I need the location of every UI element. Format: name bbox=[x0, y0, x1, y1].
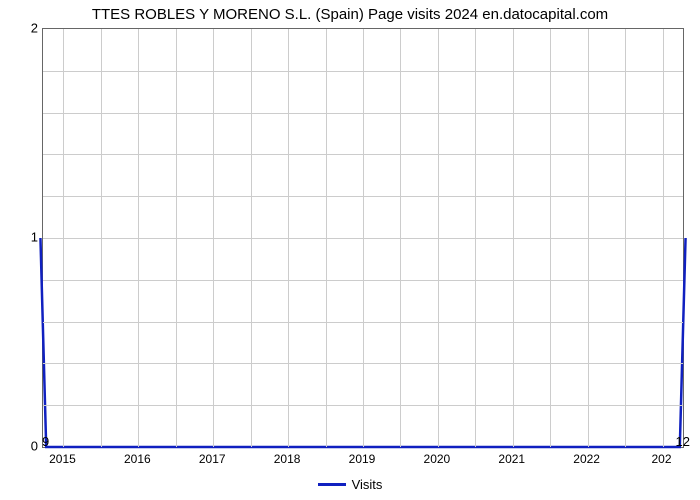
x-tick-label: 2015 bbox=[49, 452, 76, 466]
grid-line-v-minor bbox=[625, 29, 626, 447]
grid-line-v bbox=[513, 29, 514, 447]
y-tick-label: 2 bbox=[8, 21, 38, 36]
grid-line-v-minor bbox=[400, 29, 401, 447]
y-tick-label: 1 bbox=[8, 230, 38, 245]
grid-line-v-minor bbox=[176, 29, 177, 447]
chart-title: TTES ROBLES Y MORENO S.L. (Spain) Page v… bbox=[0, 6, 700, 23]
x-tick-label: 2019 bbox=[349, 452, 376, 466]
grid-line-v bbox=[213, 29, 214, 447]
x-tick-label: 202 bbox=[652, 452, 672, 466]
grid-line-v bbox=[663, 29, 664, 447]
grid-line-v bbox=[138, 29, 139, 447]
grid-line-v-minor bbox=[326, 29, 327, 447]
grid-line-v-minor bbox=[101, 29, 102, 447]
x-tick-label: 2020 bbox=[424, 452, 451, 466]
grid-line-v bbox=[438, 29, 439, 447]
x-tick-label: 2021 bbox=[498, 452, 525, 466]
legend: Visits bbox=[0, 476, 700, 492]
grid-line-v bbox=[288, 29, 289, 447]
plot-area bbox=[42, 28, 684, 448]
x-tick-label: 2018 bbox=[274, 452, 301, 466]
legend-line-icon bbox=[318, 483, 346, 486]
secondary-left-label: 9 bbox=[42, 434, 49, 449]
y-tick-label: 0 bbox=[8, 439, 38, 454]
visits-chart: TTES ROBLES Y MORENO S.L. (Spain) Page v… bbox=[0, 0, 700, 500]
secondary-right-label: 12 bbox=[676, 434, 690, 449]
grid-line-v bbox=[63, 29, 64, 447]
grid-line-v-minor bbox=[550, 29, 551, 447]
x-tick-label: 2022 bbox=[573, 452, 600, 466]
grid-line-v bbox=[588, 29, 589, 447]
grid-line-v-minor bbox=[475, 29, 476, 447]
x-tick-label: 2016 bbox=[124, 452, 151, 466]
legend-label: Visits bbox=[352, 477, 383, 492]
x-tick-label: 2017 bbox=[199, 452, 226, 466]
grid-line-v bbox=[363, 29, 364, 447]
grid-line-v-minor bbox=[251, 29, 252, 447]
